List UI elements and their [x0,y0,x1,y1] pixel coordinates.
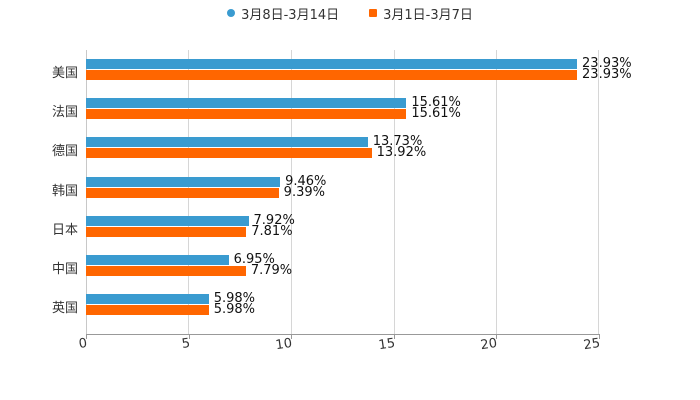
gridline [598,50,599,334]
bar-series-1[interactable] [86,176,281,187]
bar-value-label: 13.73% [372,134,423,150]
bar-value-label: 7.81% [251,223,293,239]
legend-marker-square-icon [369,9,378,17]
bar-series-2[interactable] [86,109,407,120]
bar-value-label: 7.92% [253,212,295,228]
legend-item-series-2[interactable]: 3月1日-3月7日 [369,4,473,23]
x-axis-tick-label: 15 [377,336,396,354]
x-axis-tick [496,334,498,339]
bar-series-1[interactable] [86,255,229,265]
gridline [496,50,497,334]
bar-series-2[interactable] [86,148,372,159]
y-axis-category-label: 德国 [51,144,78,160]
bar-value-label: 5.98% [213,302,256,318]
x-axis-line [86,334,600,335]
bar-value-label: 5.98% [213,291,256,307]
x-axis-tick [86,334,87,339]
bar-series-1[interactable] [86,215,249,226]
x-axis-tick [291,334,293,339]
y-axis-category-label: 日本 [51,222,78,238]
bar-series-2[interactable] [86,305,209,316]
bar-value-label: 15.61% [411,95,461,111]
bar-series-2[interactable] [86,70,578,80]
gridline [394,50,395,334]
bar-series-1[interactable] [86,98,407,109]
x-axis-tick [599,334,600,339]
legend-marker-circle-icon [227,9,236,17]
chart-legend: 3月8日-3月14日 3月1日-3月7日 [0,4,700,23]
bar-series-1[interactable] [86,59,578,69]
x-axis-tick-label: 10 [274,336,294,354]
bar-series-2[interactable] [86,266,246,276]
bar-value-label: 13.92% [376,145,427,161]
legend-label: 3月1日-3月7日 [383,7,473,23]
bar-value-label: 23.93% [582,56,632,71]
y-axis-category-label: 美国 [51,66,78,81]
bar-series-1[interactable] [86,137,368,148]
bar-value-label: 9.39% [283,184,325,200]
x-axis-tick-label: 25 [582,336,602,354]
bar-value-label: 15.61% [411,106,461,122]
bar-series-2[interactable] [86,187,279,198]
x-axis-tick [188,334,190,339]
y-axis-category-label: 英国 [51,301,78,317]
x-axis-tick-label: 0 [77,336,89,353]
x-axis-tick [393,334,395,339]
legend-label: 3月8日-3月14日 [241,7,340,23]
bar-value-label: 23.93% [582,67,632,82]
gridline [291,50,292,334]
bar-value-label: 6.95% [233,252,275,267]
y-axis-category-label: 韩国 [51,183,78,199]
x-axis-tick-label: 20 [480,336,499,354]
legend-item-series-1[interactable]: 3月8日-3月14日 [227,4,340,23]
x-axis-tick-label: 5 [180,336,191,353]
bar-series-1[interactable] [86,294,209,305]
y-axis-category-label: 中国 [51,262,78,277]
bar-series-2[interactable] [86,226,247,237]
y-axis-category-label: 法国 [51,105,78,121]
bar-value-label: 7.79% [250,263,293,278]
bar-value-label: 9.46% [285,173,327,189]
